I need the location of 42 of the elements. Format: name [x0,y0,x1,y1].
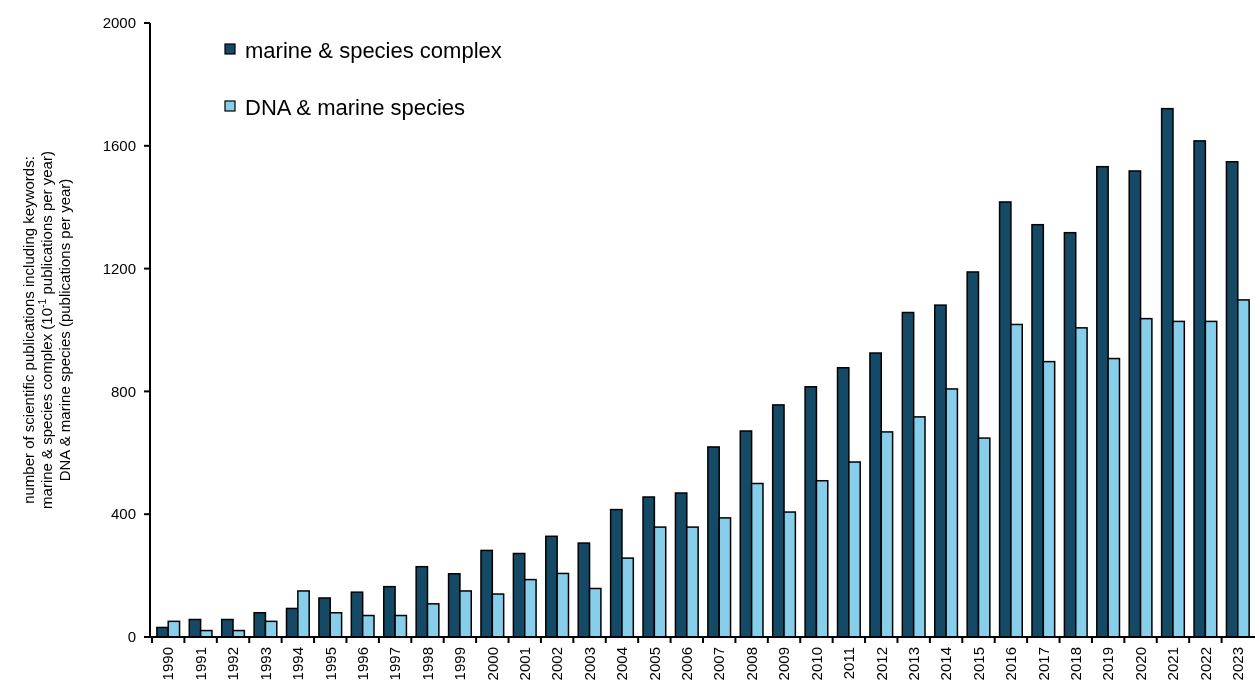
y-tick-label: 1600 [102,137,136,155]
x-tick-label: 2014 [937,647,955,681]
x-tick-label: 1999 [451,647,469,681]
x-tick-label: 2019 [1099,647,1117,681]
x-tick-label: 2020 [1131,647,1149,681]
legend-label: marine & species complex [245,37,502,63]
x-tick-label: 2003 [580,647,598,681]
x-tick-label: 2005 [645,647,663,681]
y-tick-label: 400 [110,505,136,523]
x-tick-label: 2011 [840,647,858,680]
x-tick-label: 2023 [1229,647,1247,681]
legend-label: DNA & marine species [245,94,466,120]
x-tick-label: 2021 [1164,647,1182,681]
x-tick-label: 2016 [1002,647,1020,681]
x-tick-label: 1994 [289,647,307,681]
x-tick-label: 2006 [678,647,696,681]
x-tick-label: 2007 [710,647,728,681]
x-tick-label: 1990 [159,647,177,681]
x-tick-label: 2015 [969,647,987,681]
x-tick-label: 2010 [807,647,825,681]
x-tick-label: 1997 [386,647,404,681]
x-tick-label: 1991 [191,647,209,681]
y-tick-label: 800 [110,382,136,400]
x-tick-label: 2022 [1196,647,1214,681]
x-tick-label: 1998 [418,647,436,681]
y-tick-label: 2000 [102,14,136,32]
x-tick-label: 1996 [353,647,371,681]
x-tick-label: 1992 [224,647,242,681]
x-tick-label: 2017 [1034,647,1052,681]
x-tick-label: 1995 [321,647,339,681]
x-tick-label: 2013 [904,647,922,681]
y-tick-label: 1200 [102,259,136,277]
x-tick-label: 2009 [775,647,793,681]
y-tick-label: 0 [127,628,136,646]
x-tick-label: 2012 [872,647,890,681]
x-tick-label: 2001 [515,647,533,681]
x-tick-label: 2002 [548,647,566,681]
x-tick-label: 1993 [256,647,274,681]
x-tick-label: 2008 [742,647,760,681]
x-tick-label: 2004 [613,647,631,681]
x-tick-label: 2018 [1066,647,1084,681]
x-tick-label: 2000 [483,647,501,681]
